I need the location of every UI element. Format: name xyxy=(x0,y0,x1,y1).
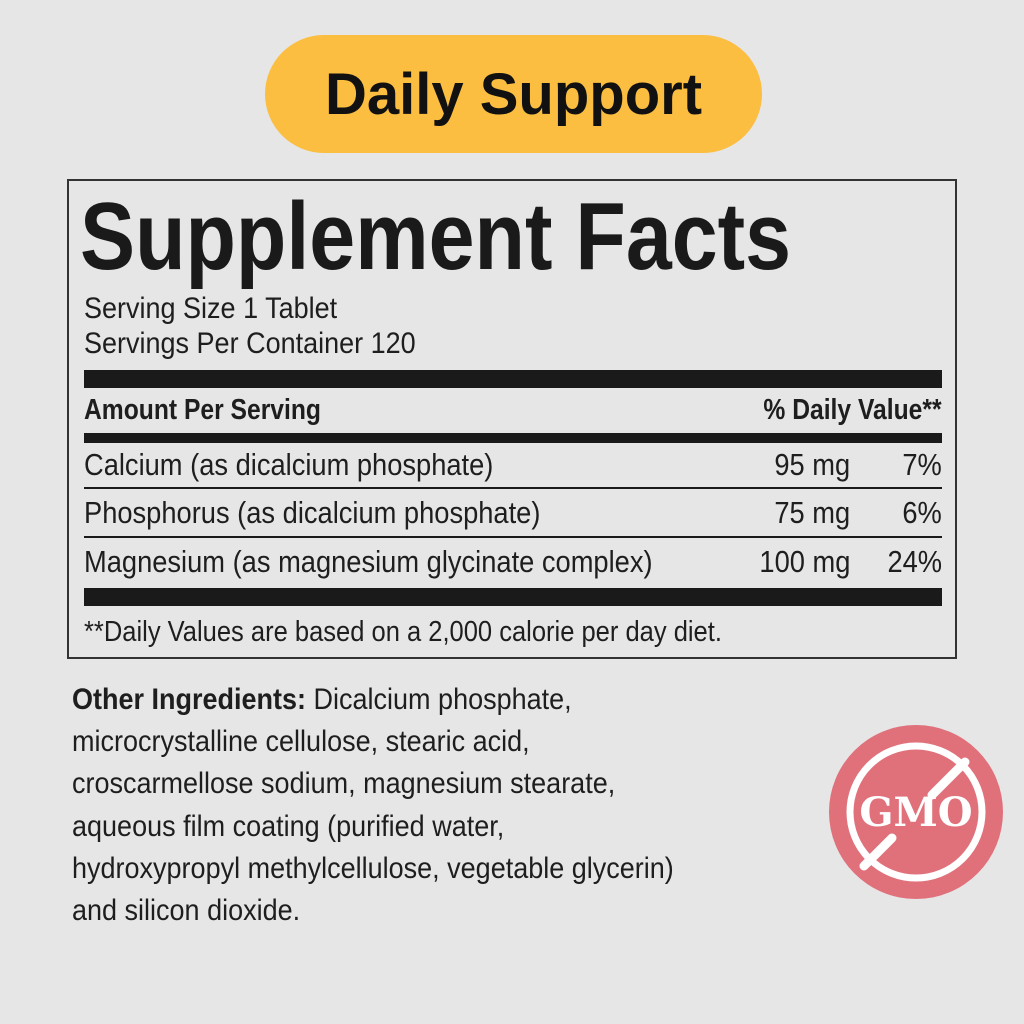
ingredients-line: hydroxypropyl methylcellulose, vegetable… xyxy=(72,852,674,885)
row-divider xyxy=(84,536,942,538)
ingredients-line: Other Ingredients: Dicalcium phosphate, xyxy=(72,682,572,718)
supplement-facts-panel xyxy=(67,179,957,659)
servings-per-container: Servings Per Container 120 xyxy=(84,327,416,360)
gmo-text: GMO xyxy=(859,789,972,836)
nutrient-amount: 100 mg xyxy=(759,544,850,579)
ingredients-line: croscarmellose sodium, magnesium stearat… xyxy=(72,767,616,800)
header-daily-value: % Daily Value** xyxy=(763,394,942,426)
serving-size: Serving Size 1 Tablet xyxy=(84,292,338,325)
nutrient-amount: 95 mg xyxy=(774,447,850,482)
daily-support-badge: Daily Support xyxy=(265,35,762,153)
footnote: **Daily Values are based on a 2,000 calo… xyxy=(84,616,722,648)
nutrient-amount: 75 mg xyxy=(774,495,850,530)
badge-label: Daily Support xyxy=(324,61,703,127)
medium-divider xyxy=(84,433,942,443)
no-gmo-icon: GMO xyxy=(829,725,1003,899)
ingredients-label: Other Ingredients: xyxy=(72,683,307,716)
nutrient-name: Magnesium (as magnesium glycinate comple… xyxy=(84,544,653,579)
thick-divider xyxy=(84,370,942,388)
nutrient-dv: 7% xyxy=(902,447,942,482)
header-amount: Amount Per Serving xyxy=(84,394,321,426)
ingredients-text: Dicalcium phosphate, xyxy=(306,683,572,716)
ingredients-line: microcrystalline cellulose, stearic acid… xyxy=(72,725,530,758)
nutrient-name: Phosphorus (as dicalcium phosphate) xyxy=(84,495,541,530)
ingredients-line: aqueous film coating (purified water, xyxy=(72,810,505,843)
row-divider xyxy=(84,487,942,489)
nutrient-dv: 24% xyxy=(887,544,942,579)
nutrient-name: Calcium (as dicalcium phosphate) xyxy=(84,447,494,482)
facts-title: Supplement Facts xyxy=(80,183,792,290)
thick-divider xyxy=(84,588,942,606)
ingredients-line: and silicon dioxide. xyxy=(72,894,301,927)
nutrient-dv: 6% xyxy=(902,495,942,530)
